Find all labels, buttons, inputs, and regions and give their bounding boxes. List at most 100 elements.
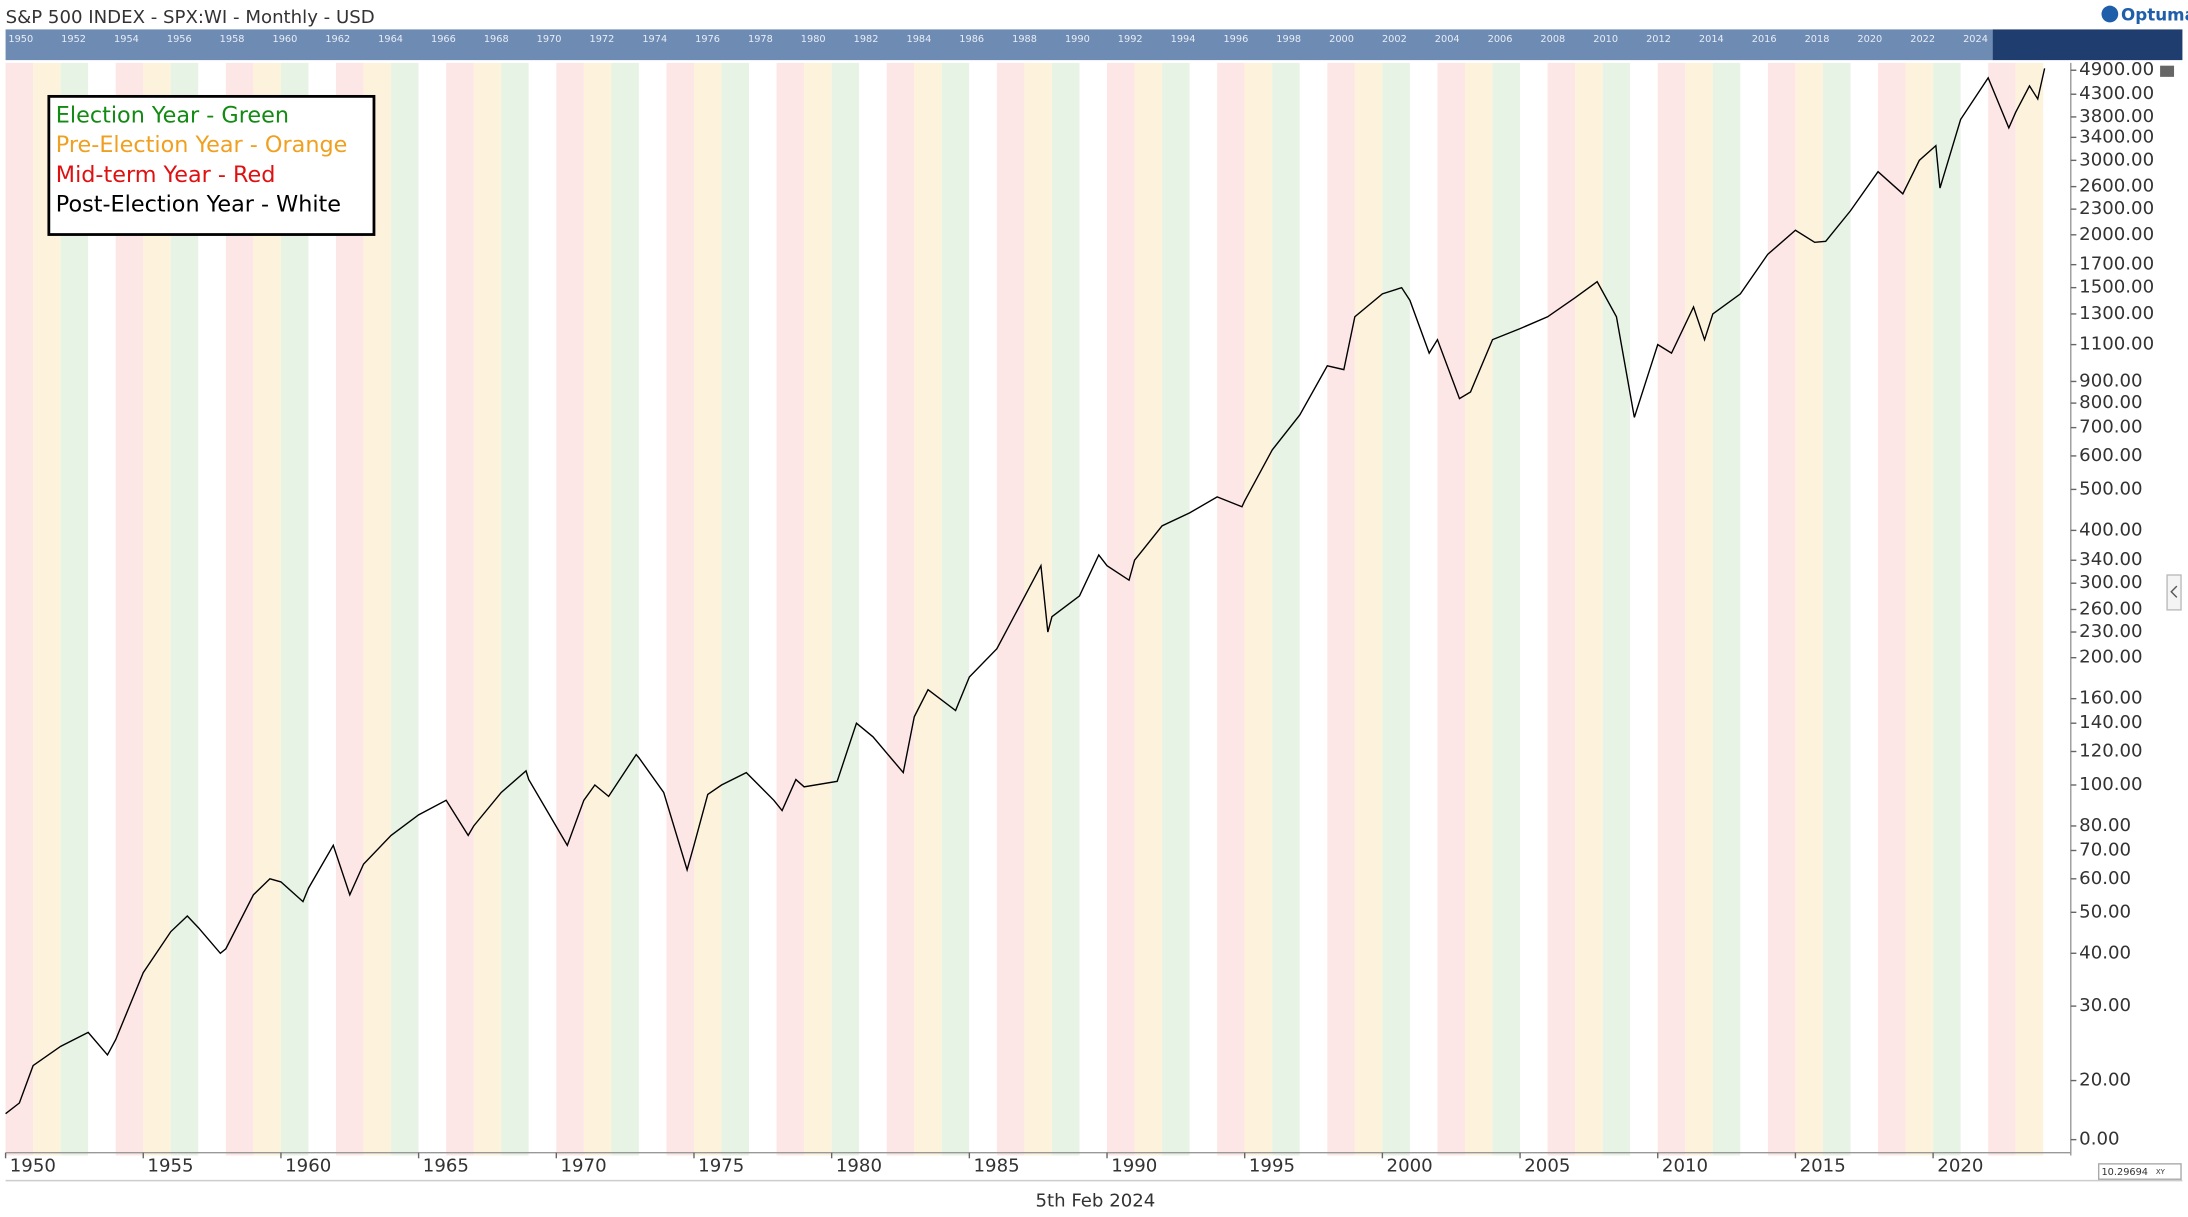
year-band [280, 62, 309, 1156]
x-tick-label: 2015 [1800, 1156, 1846, 1177]
year-band [5, 62, 34, 1156]
year-band [225, 62, 254, 1156]
legend-entry: Post-Election Year - White [56, 192, 341, 218]
y-tick-label: 140.00 [2079, 712, 2142, 733]
date-label: 5th Feb 2024 [1035, 1191, 1155, 1212]
lock-icon[interactable] [2160, 65, 2175, 77]
navigator-label: 1970 [537, 34, 562, 45]
year-band [60, 62, 89, 1156]
navigator-label: 2002 [1382, 34, 1407, 45]
y-tick-label: 3800.00 [2079, 106, 2154, 127]
year-band [1602, 62, 1631, 1156]
side-collapse[interactable] [2166, 574, 2182, 611]
year-band [1850, 62, 1879, 1156]
y-tick-label: 2000.00 [2079, 224, 2154, 245]
year-band [391, 62, 419, 1156]
navigator-label: 1980 [801, 34, 826, 45]
year-band [1024, 62, 1052, 1156]
year-band [501, 62, 529, 1156]
navigator-label: 1954 [114, 34, 139, 45]
brand-icon [2101, 5, 2119, 23]
year-band [1107, 62, 1135, 1156]
year-band [418, 62, 447, 1156]
y-tick-label: 1300.00 [2079, 303, 2154, 324]
year-band [33, 62, 61, 1156]
y-tick-label: 100.00 [2079, 774, 2142, 795]
year-band [583, 62, 612, 1156]
year-band [363, 62, 392, 1156]
year-band [1630, 62, 1658, 1156]
navigator [5, 29, 1993, 61]
year-band [1354, 62, 1383, 1156]
year-band [1520, 62, 1548, 1156]
year-band [611, 62, 639, 1156]
year-band [776, 62, 805, 1156]
x-tick-label: 1980 [836, 1156, 882, 1177]
year-band [638, 62, 667, 1156]
navigator-label: 1972 [590, 34, 615, 45]
x-tick-label: 1995 [1249, 1156, 1295, 1177]
year-band [1685, 62, 1713, 1156]
year-band [1878, 62, 1906, 1156]
legend: Election Year - Green Pre-Election Year -… [56, 102, 348, 217]
year-band [804, 62, 832, 1156]
navigator-label: 2024 [1963, 34, 1988, 45]
year-band [721, 62, 750, 1156]
year-band [198, 62, 226, 1156]
year-band [1767, 62, 1796, 1156]
year-band [969, 62, 997, 1156]
year-band [143, 62, 171, 1156]
navigator-label: 2004 [1435, 34, 1460, 45]
y-tick-label: 20.00 [2079, 1070, 2131, 1091]
year-band [1960, 62, 1989, 1156]
legend-entry: Pre-Election Year - Orange [56, 132, 348, 158]
year-band [1464, 62, 1493, 1156]
y-tick-label: 80.00 [2079, 815, 2131, 836]
year-bands [5, 62, 2044, 1156]
navigator-label: 1974 [642, 34, 667, 45]
navigator-label: 1976 [695, 34, 720, 45]
year-band [473, 62, 502, 1156]
navigator-label: 1964 [378, 34, 403, 45]
y-tick-label: 120.00 [2079, 741, 2142, 762]
y-tick-label: 60.00 [2079, 868, 2131, 889]
y-tick-label: 260.00 [2079, 599, 2142, 620]
navigator-label: 2012 [1646, 34, 1671, 45]
year-band [1575, 62, 1603, 1156]
navigator-label: 1990 [1065, 34, 1090, 45]
year-band [749, 62, 777, 1156]
x-tick-label: 1985 [974, 1156, 1020, 1177]
y-tick-label: 40.00 [2079, 942, 2131, 963]
y-tick-label: 3400.00 [2079, 126, 2154, 147]
navigator-label: 1960 [273, 34, 298, 45]
x-tick-label: 2000 [1387, 1156, 1433, 1177]
navigator-label: 1992 [1118, 34, 1143, 45]
legend-entry: Election Year - Green [56, 102, 289, 128]
y-tick-label: 1500.00 [2079, 277, 2154, 298]
year-band [1905, 62, 1934, 1156]
y-tick-label: 4900.00 [2079, 59, 2154, 80]
navigator-label: 1984 [906, 34, 931, 45]
y-tick-label: 200.00 [2079, 647, 2142, 668]
y-tick-label: 1100.00 [2079, 334, 2154, 355]
year-band [693, 62, 722, 1156]
y-tick-label: 2600.00 [2079, 176, 2154, 197]
x-tick-label: 2005 [1524, 1156, 1570, 1177]
y-tick-label: 700.00 [2079, 417, 2142, 438]
x-tick-label: 2020 [1937, 1156, 1983, 1177]
year-band [1079, 62, 1108, 1156]
navigator-label: 1956 [167, 34, 192, 45]
navigator-label: 2008 [1540, 34, 1565, 45]
y-tick-label: 160.00 [2079, 688, 2142, 709]
year-band [1382, 62, 1410, 1156]
navigator-label: 1962 [325, 34, 350, 45]
year-band [1162, 62, 1190, 1156]
navigator-label: 1952 [61, 34, 86, 45]
year-band [1051, 62, 1080, 1156]
year-band [859, 62, 887, 1156]
navigator-label: 1978 [748, 34, 773, 45]
year-band [831, 62, 860, 1156]
year-band [1657, 62, 1686, 1156]
year-band [1740, 62, 1768, 1156]
year-band [336, 62, 364, 1156]
